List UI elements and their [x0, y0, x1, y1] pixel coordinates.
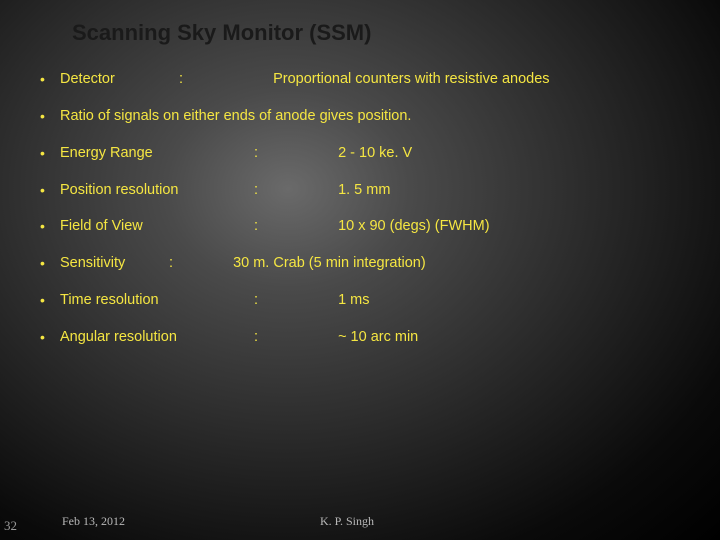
item-colon: : — [254, 291, 334, 310]
bullet-item: Sensitivity : 30 m. Crab (5 min integrat… — [30, 254, 720, 273]
item-colon: : — [254, 217, 334, 236]
item-colon: : — [254, 144, 334, 163]
item-label: Angular resolution — [60, 328, 250, 347]
item-label: Time resolution — [60, 291, 250, 310]
footer-author: K. P. Singh — [320, 514, 374, 529]
bullet-item: Field of View : 10 x 90 (degs) (FWHM) — [30, 217, 720, 236]
item-label: Ratio of signals on either ends of anode… — [60, 107, 411, 126]
item-label: Field of View — [60, 217, 250, 236]
bullet-item: Energy Range : 2 - 10 ke. V — [30, 144, 720, 163]
page-number: 32 — [4, 518, 17, 534]
slide: Scanning Sky Monitor (SSM) Detector : Pr… — [0, 0, 720, 540]
item-label: Position resolution — [60, 181, 250, 200]
item-value: 1 ms — [338, 291, 369, 310]
item-label: Energy Range — [60, 144, 250, 163]
item-colon: : — [254, 328, 334, 347]
slide-title: Scanning Sky Monitor (SSM) — [72, 20, 720, 46]
item-value: 10 x 90 (degs) (FWHM) — [338, 217, 489, 236]
footer-date: Feb 13, 2012 — [62, 514, 125, 529]
item-label: Detector — [60, 70, 175, 89]
item-colon: : — [254, 181, 334, 200]
bullet-item: Position resolution : 1. 5 mm — [30, 181, 720, 200]
item-colon: : — [169, 254, 229, 273]
item-value: 30 m. Crab (5 min integration) — [233, 254, 426, 273]
item-value: ~ 10 arc min — [338, 328, 418, 347]
item-label: Sensitivity — [60, 254, 165, 273]
bullet-list: Detector : Proportional counters with re… — [0, 70, 720, 347]
item-value: 2 - 10 ke. V — [338, 144, 412, 163]
bullet-item: Angular resolution : ~ 10 arc min — [30, 328, 720, 347]
bullet-item: Time resolution : 1 ms — [30, 291, 720, 310]
bullet-item: Ratio of signals on either ends of anode… — [30, 107, 720, 126]
item-value: 1. 5 mm — [338, 181, 390, 200]
item-colon: : — [179, 70, 269, 89]
bullet-item: Detector : Proportional counters with re… — [30, 70, 720, 89]
item-value: Proportional counters with resistive ano… — [273, 70, 549, 89]
